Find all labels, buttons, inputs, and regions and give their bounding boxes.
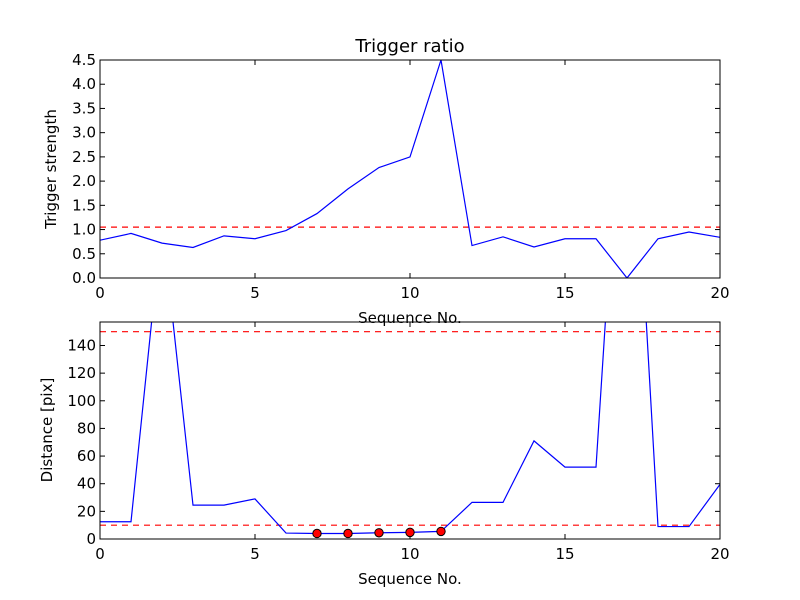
top-y-tick-label: 1.0 — [72, 221, 96, 239]
top-series-line — [100, 60, 720, 278]
top-y-tick-label: 3.0 — [72, 124, 96, 142]
top-x-tick-label: 0 — [95, 284, 105, 302]
bottom-y-tick-label: 100 — [67, 392, 96, 410]
bottom-y-tick-label: 40 — [77, 475, 96, 493]
bottom-marker-point — [312, 528, 322, 539]
top-y-tick-label: 4.5 — [72, 51, 96, 69]
bottom-y-tick-label: 0 — [86, 530, 96, 548]
top-y-tick-label: 0.5 — [72, 245, 96, 263]
bottom-x-tick-label: 5 — [250, 545, 260, 563]
top-ticks: 0 5 10 15 20 0.0 0.5 1.0 1.5 2.0 2.5 3.0 3.5 4.0 4.5 — [72, 51, 729, 302]
top-y-tick-label: 2.0 — [72, 172, 96, 190]
top-y-tick-label: 2.5 — [72, 148, 96, 166]
bottom-y-tick-label: 80 — [77, 419, 96, 437]
bottom-x-axis-label: Sequence No. — [358, 570, 462, 588]
bottom-y-axis-label: Distance [pix] — [38, 378, 56, 483]
bottom-marker-point — [374, 528, 384, 538]
top-axes-frame — [99, 59, 721, 279]
bottom-y-tick-label: 20 — [77, 502, 96, 520]
top-y-axis-label: Trigger strength — [42, 109, 60, 230]
top-x-tick-label: 5 — [250, 284, 260, 302]
top-x-tick-label: 20 — [710, 284, 729, 302]
bottom-axes-frame — [99, 321, 721, 540]
bottom-y-tick-label: 140 — [67, 336, 96, 354]
top-chart-title: Trigger ratio — [354, 36, 464, 57]
top-x-tick-label: 15 — [555, 284, 574, 302]
top-plot-area — [100, 60, 720, 278]
bottom-marker-point — [343, 528, 353, 539]
top-y-tick-label: 4.0 — [72, 75, 96, 93]
bottom-ticks: 0 5 10 15 20 0 20 40 60 80 100 120 140 — [67, 322, 730, 563]
bottom-x-tick-label: 0 — [95, 545, 105, 563]
bottom-x-tick-label: 10 — [400, 545, 419, 563]
bottom-marker-point — [436, 526, 446, 537]
top-y-tick-label: 1.5 — [72, 196, 96, 214]
bottom-y-tick-label: 120 — [67, 364, 96, 382]
bottom-x-tick-label: 15 — [555, 545, 574, 563]
bottom-markers — [312, 526, 446, 539]
top-x-tick-label: 10 — [400, 284, 419, 302]
bottom-marker-point — [405, 527, 415, 538]
top-y-tick-label: 0.0 — [72, 269, 96, 287]
bottom-y-tick-label: 60 — [77, 447, 96, 465]
bottom-x-tick-label: 20 — [710, 545, 729, 563]
top-y-tick-label: 3.5 — [72, 99, 96, 117]
